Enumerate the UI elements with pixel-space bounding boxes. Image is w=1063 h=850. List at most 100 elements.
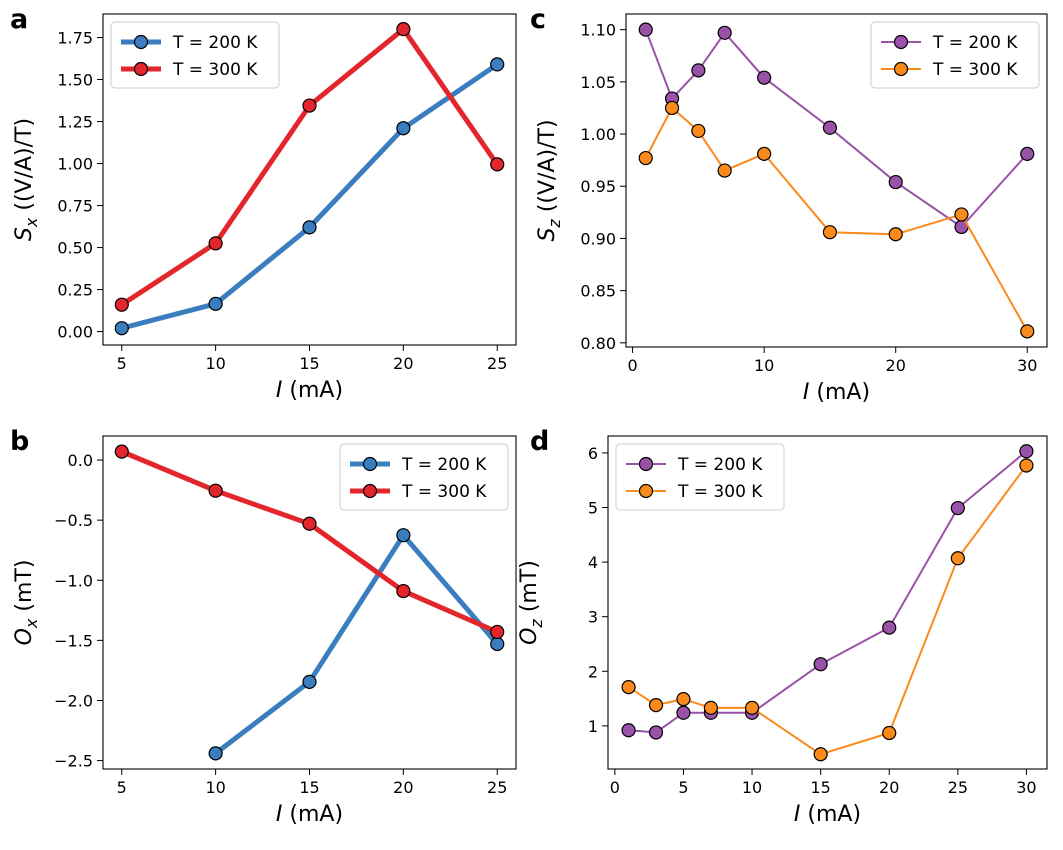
- data-point: [1019, 444, 1034, 459]
- panel-b-letter: b: [10, 426, 29, 457]
- data-point: [114, 444, 129, 459]
- data-point: [888, 174, 903, 190]
- y-tick-label: −2.5: [54, 752, 93, 771]
- y-tick-label: 0.95: [580, 177, 616, 196]
- x-tick-label: 20: [393, 778, 413, 797]
- y-tick-label: 1: [588, 717, 598, 736]
- legend-label: T = 300 K: [172, 60, 258, 80]
- y-tick-label: 0.80: [580, 334, 616, 353]
- legend-marker: [638, 456, 654, 472]
- x-axis-label: I (mA): [803, 380, 870, 405]
- x-tick-label: 10: [205, 778, 225, 797]
- x-tick-label: 30: [1016, 778, 1036, 797]
- legend-marker: [893, 61, 909, 77]
- data-point: [302, 516, 317, 531]
- legend: T = 200 K T = 300 K: [339, 443, 509, 511]
- legend-label: T = 200 K: [172, 33, 258, 53]
- legend-label: T = 200 K: [677, 455, 763, 475]
- y-tick-label: −2.0: [54, 691, 93, 710]
- data-point: [1020, 146, 1035, 161]
- y-tick-label: 2: [588, 662, 598, 681]
- data-point: [882, 620, 897, 635]
- data-point: [396, 528, 411, 543]
- y-tick-label: 1.50: [57, 71, 93, 90]
- data-point: [396, 22, 411, 37]
- panel-a-letter: a: [10, 4, 28, 35]
- y-tick-label: 4: [588, 553, 598, 572]
- panel-a: a 5 10 15 20 25 0.00 0.25 0.50 0.75 1.00 1.25 1.50 1…: [10, 4, 517, 403]
- x-tick-label: 25: [948, 778, 968, 797]
- data-point: [888, 227, 903, 242]
- panel-c-letter: c: [530, 4, 546, 35]
- y-tick-label: 1.00: [57, 155, 93, 174]
- panel-d: d 0 5 10 15 20 25 30 1 2 3 4 5 6 I (mA) Oz (mT) T = 200…: [517, 426, 1048, 827]
- legend-marker: [362, 483, 378, 499]
- data-point: [717, 25, 732, 40]
- data-point: [114, 321, 129, 336]
- legend-marker: [133, 34, 149, 50]
- data-point: [1019, 458, 1034, 473]
- y-tick-label: 1.25: [57, 113, 93, 132]
- y-tick-label: 1.05: [580, 73, 616, 92]
- data-point: [950, 500, 965, 516]
- data-point: [208, 746, 223, 761]
- y-tick-label: 0.25: [57, 281, 93, 300]
- y-tick-label: 0.50: [57, 239, 93, 258]
- data-point: [822, 225, 838, 240]
- x-tick-label: 20: [879, 778, 899, 797]
- data-point: [490, 624, 505, 640]
- data-point: [676, 692, 691, 707]
- data-point: [954, 207, 969, 222]
- legend-label: T = 200 K: [932, 33, 1018, 53]
- data-point: [208, 296, 223, 311]
- x-tick-label: 0: [610, 778, 620, 797]
- x-tick-label: 30: [1017, 356, 1037, 375]
- data-point: [882, 725, 897, 741]
- x-tick-label: 0: [627, 356, 637, 375]
- x-tick-label: 5: [117, 778, 127, 797]
- data-point: [621, 680, 636, 695]
- y-tick-label: 1.00: [580, 125, 616, 144]
- data-point: [208, 236, 223, 251]
- plot-frame: [607, 435, 1048, 770]
- y-tick-label: 0.90: [580, 229, 616, 248]
- y-tick-label: 3: [588, 608, 598, 627]
- data-point: [490, 157, 505, 172]
- data-point: [114, 297, 129, 312]
- y-tick-label: 5: [588, 499, 598, 518]
- data-point: [648, 725, 664, 740]
- data-point: [621, 723, 636, 738]
- x-tick-label: 15: [299, 778, 319, 797]
- series-line: [214, 532, 500, 756]
- data-point: [813, 747, 828, 762]
- data-point: [676, 705, 691, 720]
- x-tick-label: 5: [678, 778, 688, 797]
- x-tick-label: 10: [205, 354, 225, 373]
- data-point: [302, 674, 317, 689]
- data-point: [208, 483, 223, 498]
- data-point: [490, 57, 505, 72]
- data-point: [638, 22, 653, 37]
- data-point: [691, 123, 706, 139]
- x-tick-label: 10: [742, 778, 762, 797]
- legend-label: T = 300 K: [932, 60, 1018, 80]
- legend-box: [870, 21, 1040, 89]
- legend-marker: [638, 483, 654, 499]
- plot-frame: [625, 13, 1048, 348]
- data-point: [302, 98, 317, 113]
- y-tick-label: 6: [588, 444, 598, 463]
- data-point: [691, 63, 706, 78]
- x-tick-label: 10: [754, 356, 774, 375]
- x-axis-label: I (mA): [794, 802, 861, 827]
- data-point: [950, 551, 965, 566]
- x-axis-label: I (mA): [276, 378, 343, 403]
- x-tick-label: 15: [299, 354, 319, 373]
- legend-label: T = 200 K: [401, 455, 487, 475]
- legend-marker: [133, 61, 149, 77]
- y-tick-label: 1.10: [580, 21, 616, 40]
- y-axis-label: Sx ((V/A)/T): [12, 118, 41, 241]
- y-tick-label: −1.0: [54, 571, 93, 590]
- x-tick-label: 20: [886, 356, 906, 375]
- series-line: [644, 106, 1029, 332]
